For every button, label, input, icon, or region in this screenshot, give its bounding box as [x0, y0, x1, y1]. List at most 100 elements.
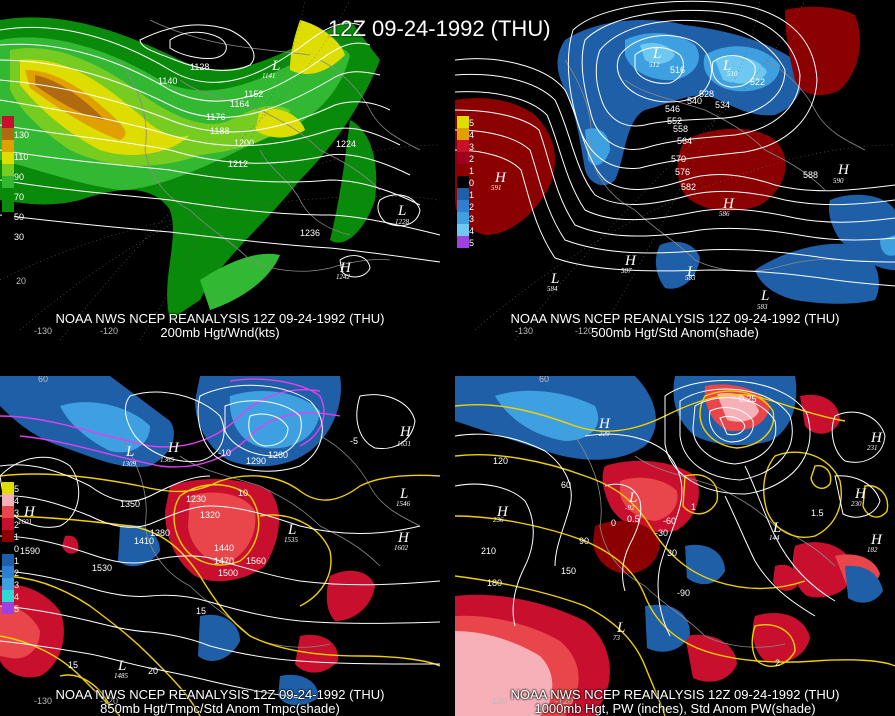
- axis-ticks: -130 -120 60: [489, 376, 573, 706]
- low-center-label: L: [686, 264, 695, 280]
- lon-tick: -120: [100, 696, 118, 706]
- center-value: 1365: [160, 456, 175, 464]
- high-center-label: H: [870, 430, 883, 446]
- contour-labels: 1350 1380 1410 1440 1470 1500 1530 1560 …: [20, 436, 358, 676]
- low-center-label: L: [652, 46, 661, 62]
- low-center-label: L: [271, 58, 280, 74]
- graticule: [0, 0, 440, 340]
- high-center-label: H: [167, 440, 180, 456]
- contour-label: 1128: [190, 62, 209, 72]
- low-center-label: L: [287, 522, 296, 538]
- contour-label: 0.5: [627, 514, 640, 524]
- low-center-label: L: [550, 271, 559, 287]
- center-value: 1309: [122, 460, 137, 468]
- contour-label: 90: [579, 536, 589, 546]
- legend-label: 2: [469, 202, 475, 212]
- legend-label: 2: [469, 154, 475, 164]
- contour-label: -10: [218, 448, 231, 458]
- anomaly-legend: [2, 482, 14, 614]
- center-value: 583: [685, 274, 696, 282]
- contour-label: 522: [750, 77, 765, 87]
- panel-1000mb-height-pw: 210 180 150 120 90 60 30 0 -30 -60 -90 0…: [455, 376, 895, 716]
- legend-label: 3: [14, 580, 20, 590]
- legend-label: 50: [14, 212, 25, 222]
- high-center-label: H: [854, 486, 867, 502]
- contour-label: 1212: [228, 159, 248, 169]
- high-center-label: H: [598, 416, 611, 432]
- axis-ticks: -130 -120 60: [34, 376, 118, 706]
- low-center-label: L: [760, 288, 769, 304]
- legend-label: 1: [14, 532, 20, 542]
- contour-label: 20: [148, 666, 158, 676]
- contour-label: 582: [681, 182, 696, 192]
- page-title: 12Z 09-24-1992 (THU): [328, 16, 551, 41]
- center-value: 236: [493, 516, 504, 524]
- axis-ticks: -130 -120: [515, 326, 593, 336]
- contour-label: 1260: [268, 450, 288, 460]
- contour-label: 1470: [214, 556, 234, 566]
- legend-label: 5: [469, 118, 475, 128]
- contour-label: 0.25: [739, 394, 757, 404]
- pressure-centers: H 1601 H 1365 L 1309 H 1631 L 1546 L 153…: [18, 424, 412, 680]
- contour-label: 1320: [200, 510, 220, 520]
- center-value: 1535: [284, 536, 299, 544]
- high-center-label: H: [837, 162, 850, 178]
- high-center-label: H: [496, 504, 509, 520]
- low-center-label: L: [399, 486, 408, 502]
- legend-label: 1: [469, 166, 475, 176]
- magenta-temp-contours: [0, 378, 341, 468]
- contour-label: 10: [238, 488, 248, 498]
- map-500mb: 516 528 534 540 546 552 558 564 570 576 …: [455, 0, 895, 340]
- contour-label: 180: [487, 578, 502, 588]
- legend-label: 4: [469, 226, 475, 236]
- legend-label: 0: [469, 178, 475, 188]
- center-value: -92: [625, 504, 635, 512]
- legend-label: 5: [14, 484, 20, 494]
- lat-tick: 60: [38, 376, 48, 384]
- contour-label: 210: [481, 546, 496, 556]
- contour-label: 1440: [214, 543, 234, 553]
- anomaly-shading: [0, 376, 375, 706]
- contour-label: 1140: [158, 76, 177, 86]
- legend-label: 90: [14, 172, 25, 182]
- panel-caption-line2: 200mb Hgt/Wnd(kts): [160, 325, 280, 340]
- low-center-label: L: [616, 620, 625, 636]
- contour-label: 546: [665, 104, 680, 114]
- center-value: 144: [769, 534, 780, 542]
- legend-label: 3: [469, 142, 475, 152]
- contour-label: 1380: [150, 528, 170, 538]
- center-value: 1602: [394, 544, 409, 552]
- contour-label: 2: [775, 658, 780, 668]
- contour-label: 30: [667, 548, 677, 558]
- high-center-label: H: [870, 532, 883, 548]
- contour-label: 120: [493, 456, 508, 466]
- pressure-centers: H 236 L -92 H 229 H 231 H 230 H 182 L 73…: [493, 416, 883, 642]
- contour-label: 552: [667, 116, 682, 126]
- map-1000mb: 210 180 150 120 90 60 30 0 -30 -60 -90 0…: [455, 376, 895, 716]
- lon-tick: -130: [515, 326, 533, 336]
- contour-label: 1530: [92, 563, 112, 573]
- center-value: 231: [867, 444, 878, 452]
- high-center-label: H: [397, 530, 410, 546]
- contour-label: 516: [670, 65, 685, 75]
- contour-label: 576: [675, 167, 690, 177]
- contour-label: 1: [691, 502, 696, 512]
- legend-label: 130: [14, 130, 30, 140]
- coastlines: [574, 435, 836, 648]
- legend-label: 1: [14, 556, 20, 566]
- center-value: 1141: [262, 72, 275, 80]
- legend-label: 5: [469, 238, 475, 248]
- legend-label: 4: [14, 592, 20, 602]
- contour-label: 588: [803, 170, 818, 180]
- panel-500mb-height-anomaly: 516 528 534 540 546 552 558 564 570 576 …: [455, 0, 895, 340]
- anomaly-legend: [457, 116, 469, 248]
- lon-tick: -130: [34, 696, 52, 706]
- contour-label: -60: [663, 516, 676, 526]
- contour-label: 15: [196, 606, 206, 616]
- contour-label: 564: [677, 136, 692, 146]
- yellow-temp-contours: [0, 473, 440, 716]
- legend-label: 2: [14, 568, 20, 578]
- panel-caption-line2: 500mb Hgt/Std Anom(shade): [591, 325, 759, 340]
- contour-label: 1152: [244, 89, 263, 99]
- high-center-label: H: [23, 504, 36, 520]
